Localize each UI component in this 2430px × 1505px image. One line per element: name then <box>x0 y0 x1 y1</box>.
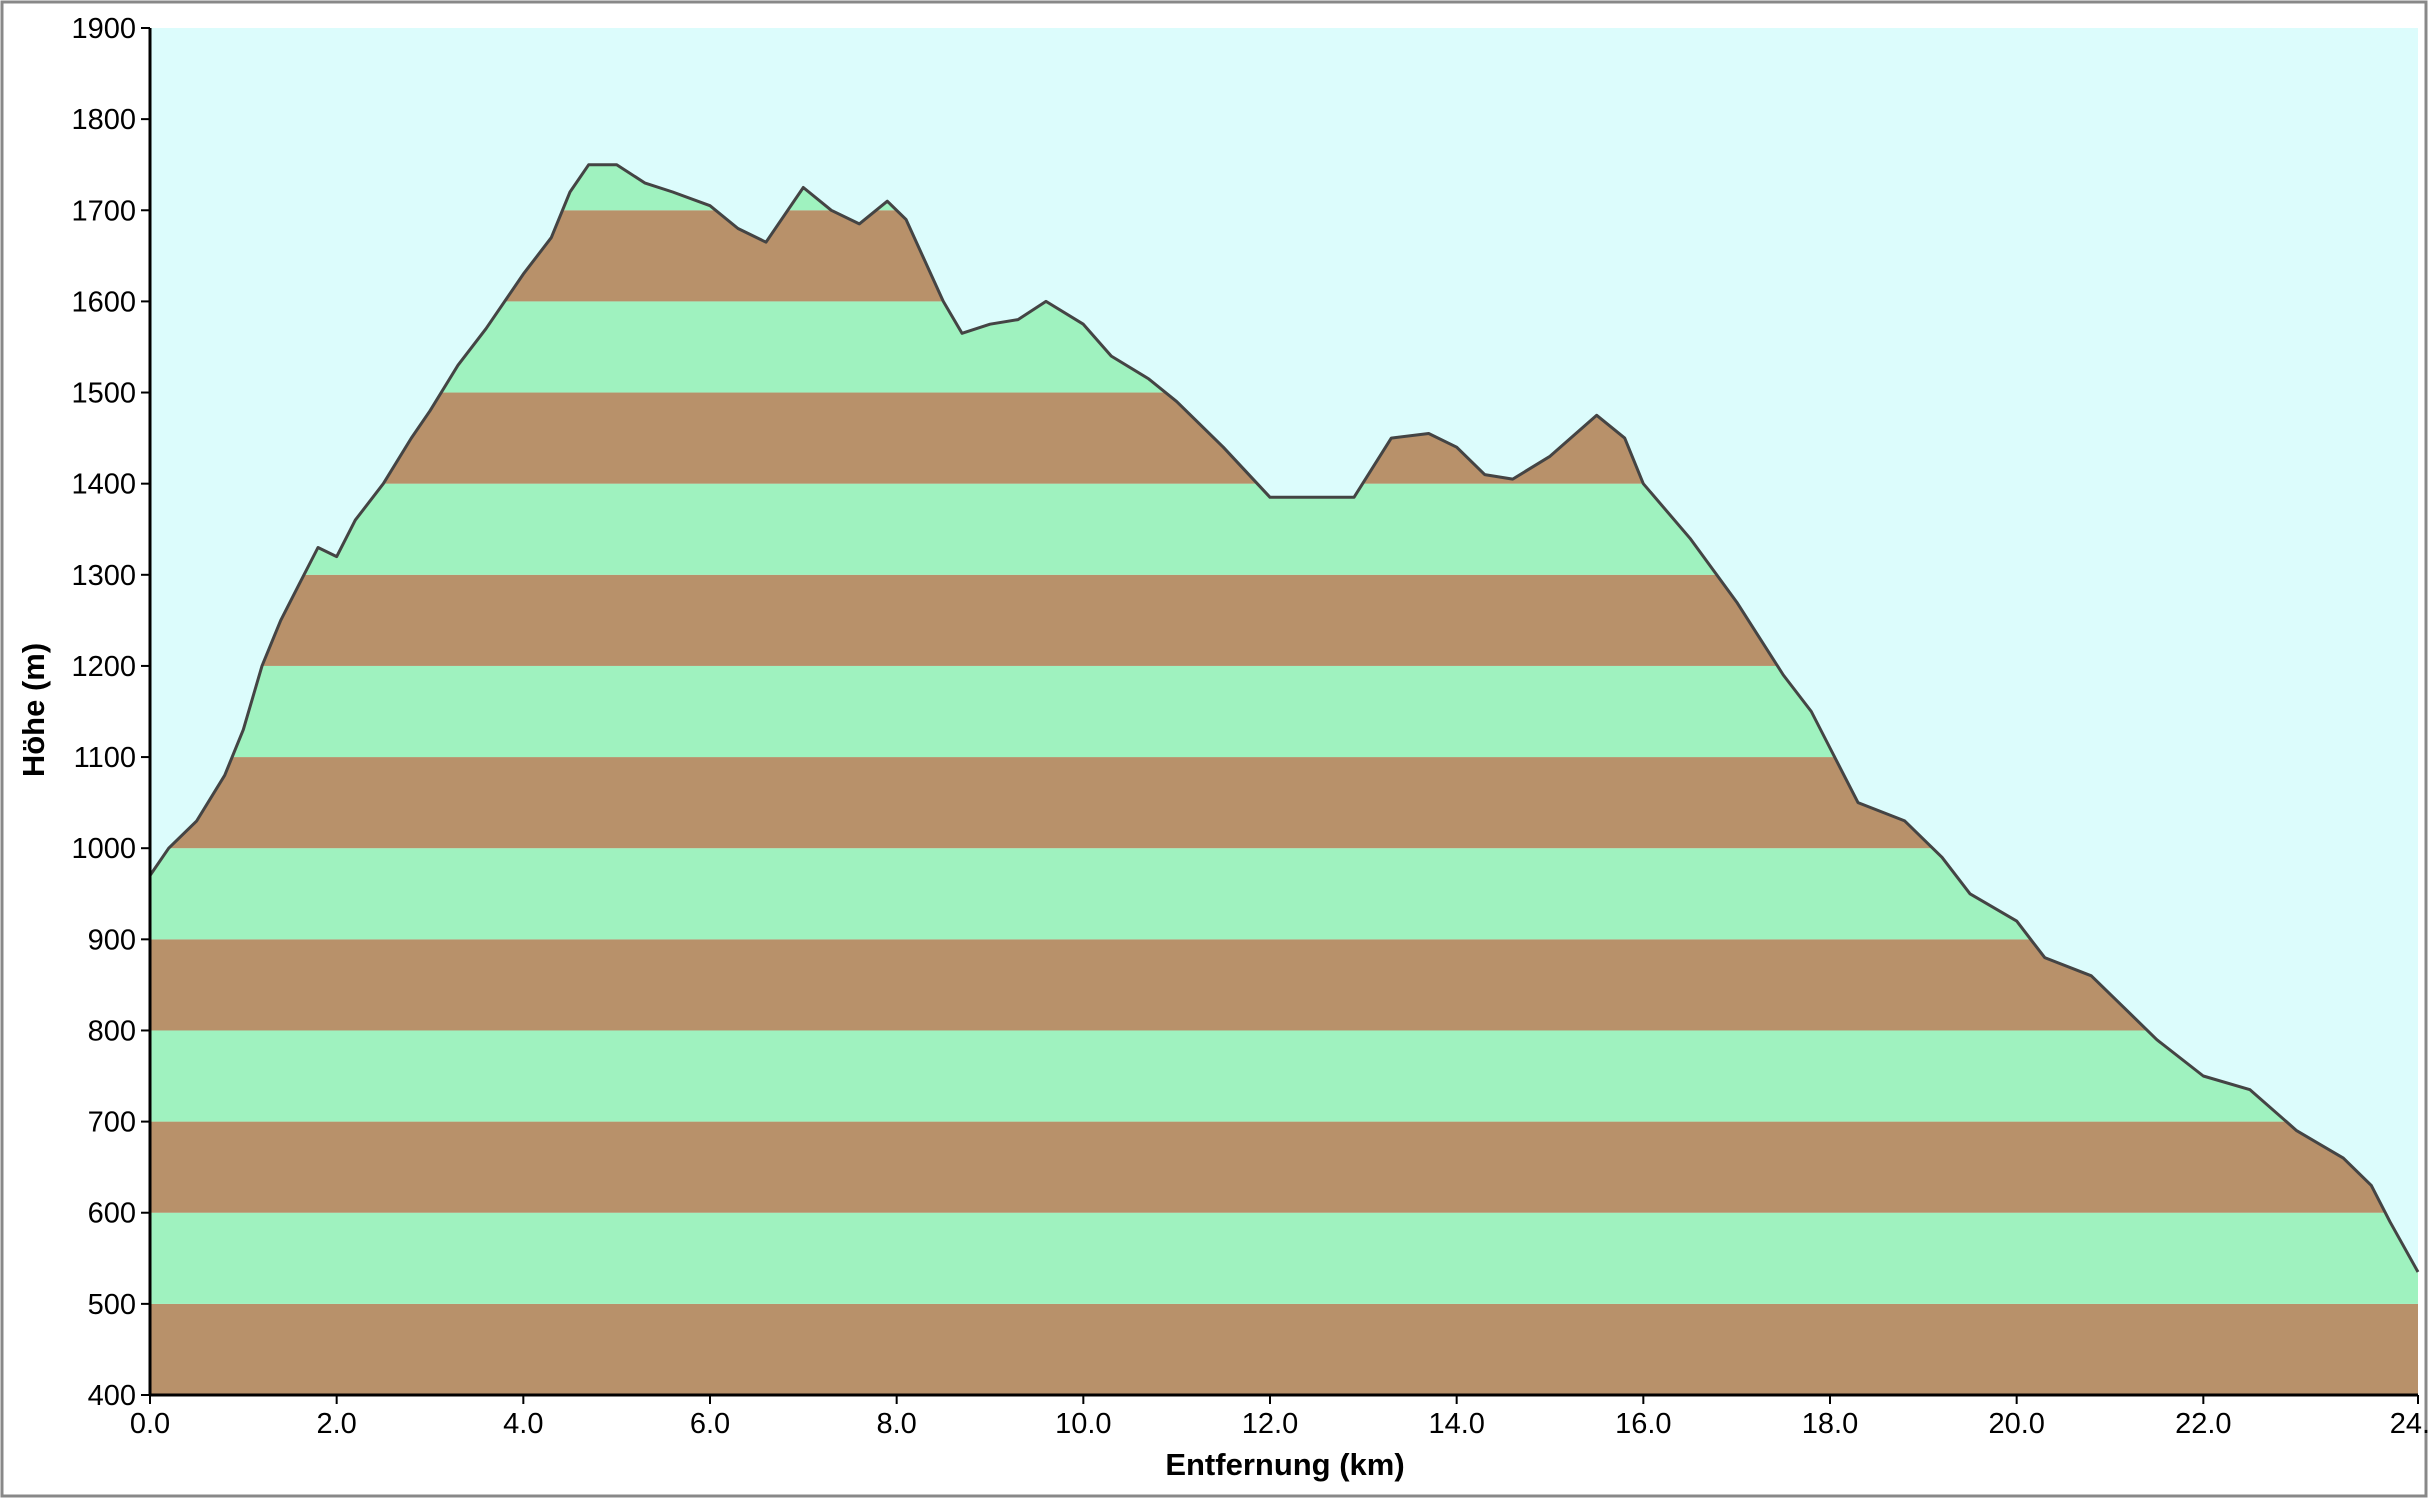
elevation-band <box>150 1303 2418 1395</box>
y-tick-label: 1200 <box>71 651 136 683</box>
x-tick-label: 12.0 <box>1242 1408 1298 1440</box>
y-tick-label: 1600 <box>71 286 136 318</box>
x-tick-label: 20.0 <box>1988 1408 2044 1440</box>
elevation-band <box>150 939 2418 1031</box>
x-tick-label: 4.0 <box>503 1408 543 1440</box>
y-tick-label: 500 <box>88 1289 136 1321</box>
x-tick-label: 14.0 <box>1428 1408 1484 1440</box>
x-tick-label: 0.0 <box>130 1408 170 1440</box>
y-tick-label: 1100 <box>74 742 136 774</box>
x-tick-label: 22.0 <box>2175 1408 2231 1440</box>
x-tick-label: 16.0 <box>1615 1408 1671 1440</box>
x-tick-label: 24.3 <box>2390 1408 2430 1440</box>
x-tick-label: 8.0 <box>877 1408 917 1440</box>
y-tick-label: 800 <box>88 1015 136 1047</box>
elevation-band <box>150 1030 2418 1122</box>
y-tick-label: 1800 <box>71 104 136 136</box>
y-tick-label: 1500 <box>71 378 136 410</box>
x-tick-label: 6.0 <box>690 1408 730 1440</box>
y-tick-label: 1900 <box>71 13 136 45</box>
y-tick-label: 900 <box>88 924 136 956</box>
x-tick-label: 18.0 <box>1802 1408 1858 1440</box>
elevation-band <box>150 1212 2418 1304</box>
y-tick-label: 1400 <box>71 469 136 501</box>
y-tick-label: 400 <box>88 1380 136 1412</box>
y-axis-title: Höhe (m) <box>16 643 51 777</box>
elevation-band <box>150 1121 2418 1213</box>
y-tick-label: 600 <box>88 1198 136 1230</box>
x-tick-label: 2.0 <box>317 1408 357 1440</box>
x-tick-label: 10.0 <box>1055 1408 1111 1440</box>
y-tick-label: 1000 <box>71 833 136 865</box>
y-tick-label: 1300 <box>71 560 136 592</box>
elevation-line <box>148 163 2420 1273</box>
y-tick-label: 1700 <box>71 195 136 227</box>
y-tick-label: 700 <box>88 1107 136 1139</box>
x-axis-title: Entfernung (km) <box>1165 1447 1404 1482</box>
